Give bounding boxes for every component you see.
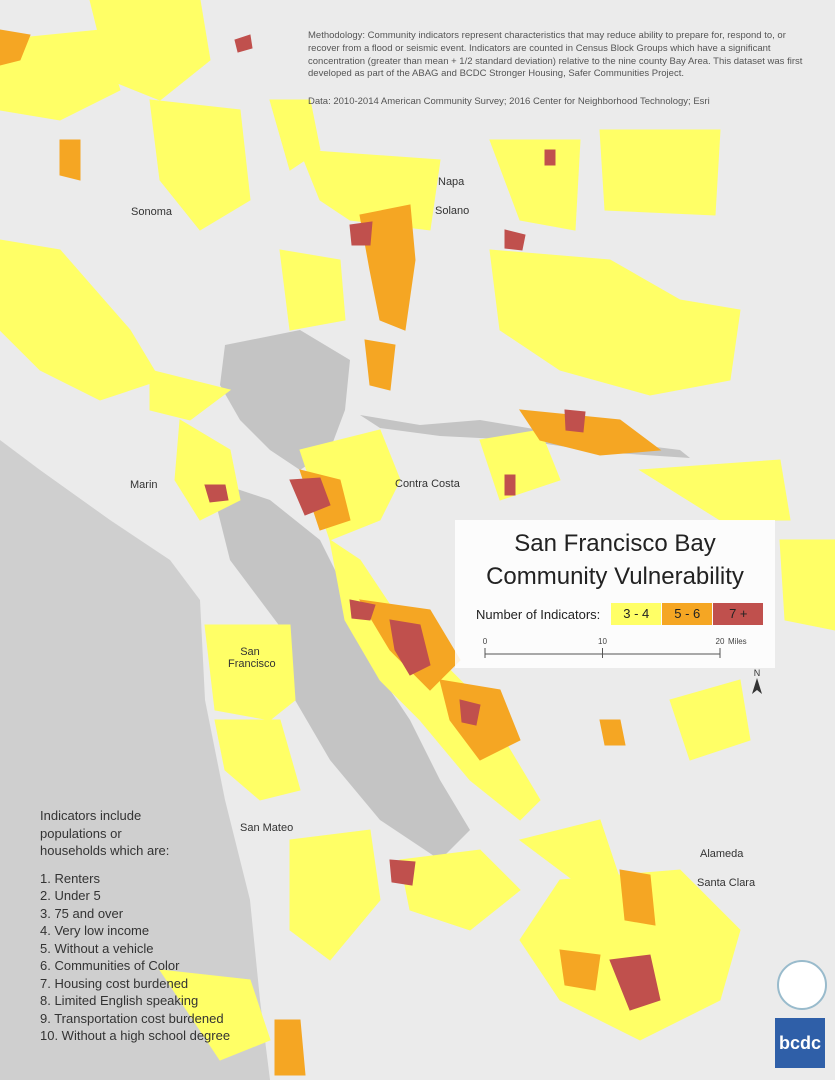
san-pablo-bay bbox=[220, 330, 350, 470]
indicator-item: 10. Without a high school degree bbox=[40, 1028, 231, 1043]
vulnerability-area bbox=[389, 619, 431, 676]
legend-swatch: 3 - 4 bbox=[611, 603, 662, 625]
indicator-item: 3. 75 and over bbox=[40, 905, 124, 921]
vulnerability-area bbox=[544, 149, 556, 166]
vulnerability-area bbox=[489, 249, 741, 396]
vulnerability-area bbox=[158, 969, 271, 1061]
vulnerability-area bbox=[638, 459, 791, 521]
vulnerability-area bbox=[399, 849, 521, 931]
indicator-item: 2. Under 5 bbox=[40, 888, 101, 903]
vulnerability-area bbox=[289, 477, 331, 516]
legend-label: Number of Indicators: bbox=[476, 606, 601, 622]
scale-bar: 0 10 20 Miles bbox=[483, 637, 747, 658]
title-box: San Francisco Bay Community Vulnerabilit… bbox=[455, 520, 775, 668]
vulnerability-area bbox=[504, 474, 516, 496]
vulnerability-area bbox=[599, 129, 721, 216]
vulnerability-area bbox=[0, 239, 161, 401]
vulnerability-area bbox=[149, 369, 232, 421]
vulnerability-area bbox=[504, 229, 526, 251]
vulnerability-area bbox=[359, 204, 416, 331]
indicators-intro: Indicators include populations or househ… bbox=[40, 808, 170, 858]
place-label: San Francisco bbox=[228, 646, 276, 670]
vulnerability-area bbox=[279, 249, 346, 331]
legend-swatch: 7 + bbox=[713, 603, 764, 625]
indicator-item: 6. Communities of Color bbox=[40, 958, 180, 973]
vulnerability-area bbox=[0, 29, 121, 121]
north-arrow-icon bbox=[752, 678, 762, 694]
place-label: Sonoma bbox=[131, 206, 172, 218]
place-label: San Mateo bbox=[240, 822, 294, 834]
indicators-list: Indicators include populations or househ… bbox=[40, 807, 230, 1045]
ocean bbox=[0, 440, 270, 1080]
seal-logo bbox=[777, 960, 827, 1010]
north-arrow: N bbox=[752, 668, 762, 696]
bcdc-logo: bcdc bbox=[775, 1018, 825, 1068]
place-label: Marin bbox=[130, 479, 158, 491]
vulnerability-area bbox=[59, 139, 81, 181]
vulnerability-area bbox=[274, 1019, 306, 1076]
vulnerability-area bbox=[519, 869, 741, 1041]
vulnerability-area bbox=[559, 949, 601, 991]
vulnerability-area bbox=[364, 339, 396, 391]
north-label: N bbox=[753, 668, 761, 678]
vulnerability-area bbox=[289, 829, 381, 961]
vulnerability-area bbox=[518, 409, 662, 456]
vulnerability-area bbox=[204, 624, 296, 721]
vulnerability-area bbox=[779, 539, 835, 631]
place-label: Alameda bbox=[700, 848, 744, 860]
vulnerability-area bbox=[669, 679, 751, 761]
vulnerability-area bbox=[479, 429, 561, 501]
vulnerability-area bbox=[149, 99, 251, 231]
vulnerability-area bbox=[349, 599, 376, 621]
place-label: Santa Clara bbox=[697, 877, 756, 889]
scale-tick-label: 10 bbox=[598, 637, 607, 646]
vulnerability-area bbox=[609, 954, 661, 1011]
indicator-item: 8. Limited English speaking bbox=[40, 993, 199, 1008]
indicator-item: 9. Transportation cost burdened bbox=[40, 1010, 224, 1026]
vulnerability-area bbox=[234, 34, 253, 53]
vulnerability-area bbox=[459, 699, 481, 726]
vulnerability-area bbox=[204, 484, 229, 503]
indicator-item: 1. Renters bbox=[40, 870, 100, 886]
scale-tick-label: 20 bbox=[716, 637, 725, 646]
vulnerability-area bbox=[214, 719, 301, 801]
indicator-item: 4. Very low income bbox=[40, 923, 150, 938]
place-label: Napa bbox=[438, 176, 465, 188]
vulnerability-area bbox=[599, 719, 626, 746]
place-label: Solano bbox=[435, 205, 470, 217]
title: Community Vulnerability bbox=[486, 563, 744, 590]
scale-tick-label: 0 bbox=[483, 637, 488, 646]
data-source-note: Data: 2010-2014 American Community Surve… bbox=[308, 96, 710, 107]
place-label: Contra Costa bbox=[395, 478, 460, 490]
title: San Francisco Bay bbox=[514, 530, 716, 557]
vulnerability-area bbox=[89, 0, 211, 101]
vulnerability-area bbox=[564, 409, 586, 433]
legend-swatch: 5 - 6 bbox=[662, 603, 713, 625]
vulnerability-area bbox=[0, 29, 31, 66]
scale-unit: Miles bbox=[728, 637, 747, 646]
vulnerability-area bbox=[389, 859, 416, 886]
vulnerability-area bbox=[489, 139, 581, 231]
vulnerability-area bbox=[619, 869, 656, 926]
vulnerability-area bbox=[349, 221, 373, 246]
methodology-note: Methodology: Community indicators repres… bbox=[308, 30, 803, 80]
san-francisco-bay bbox=[210, 480, 470, 860]
indicator-item: 5. Without a vehicle bbox=[40, 940, 154, 956]
indicator-item: 7. Housing cost burdened bbox=[40, 975, 189, 991]
